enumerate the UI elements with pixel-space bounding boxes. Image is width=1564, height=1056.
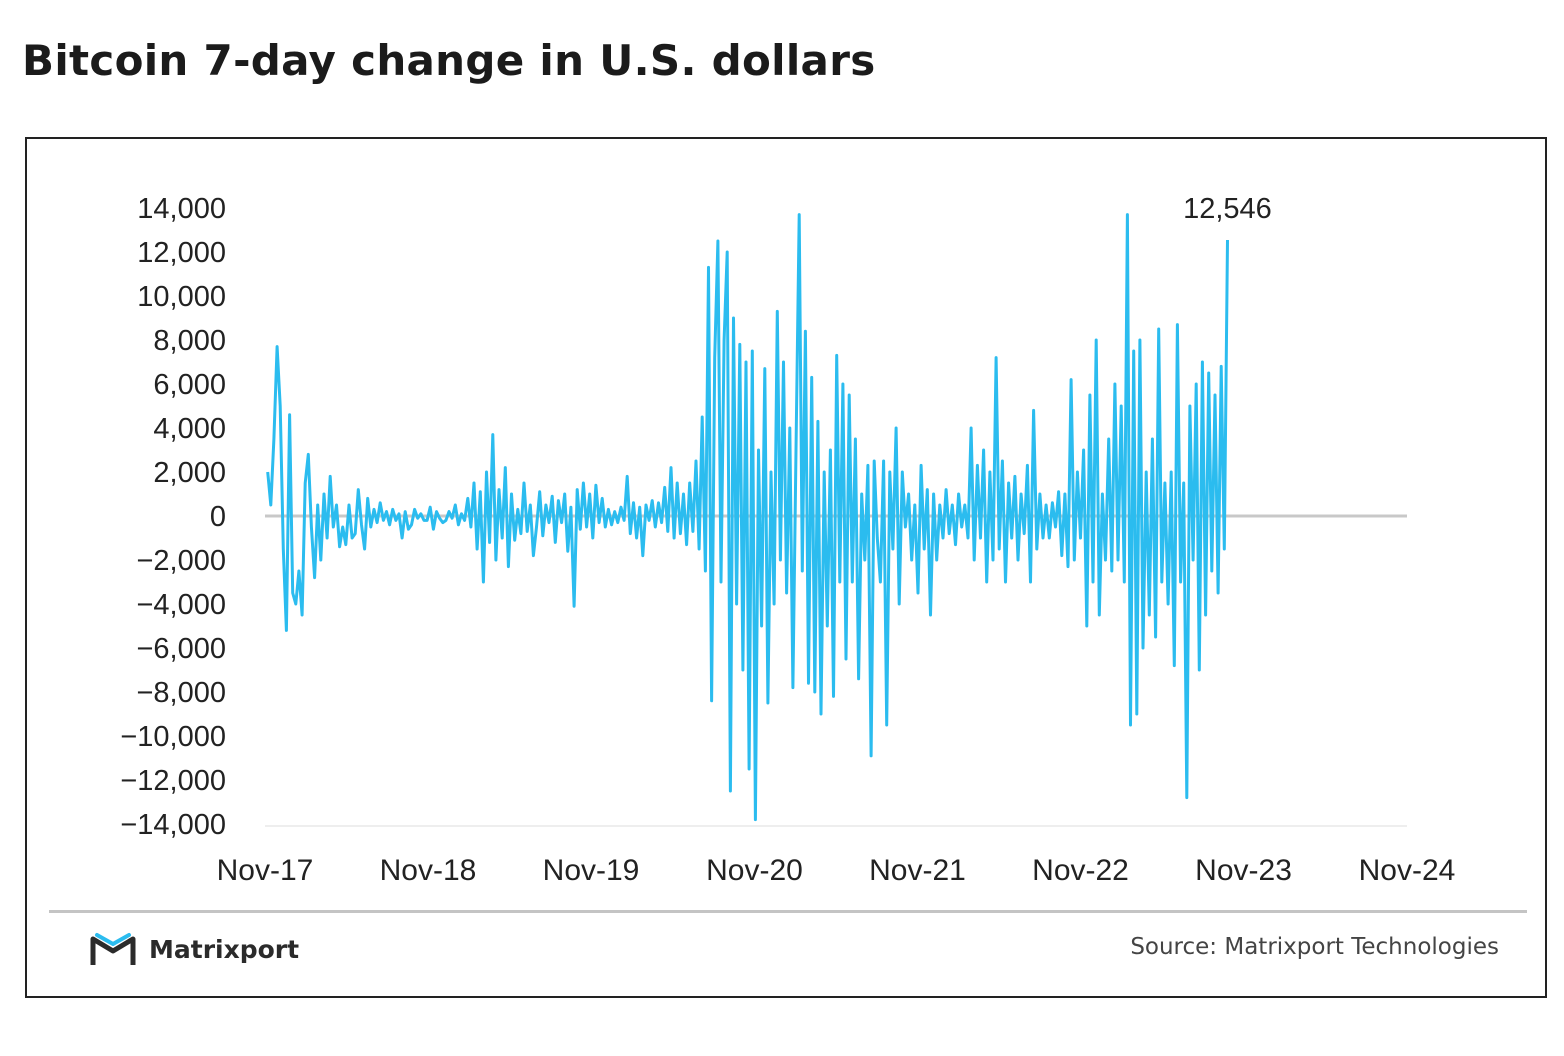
y-tick-label: −4,000 — [136, 589, 226, 621]
brand-name: Matrixport — [149, 934, 300, 964]
x-axis: Nov-17 Nov-18 Nov-19 Nov-20 Nov-21 Nov-22 Nov-… — [217, 854, 1456, 887]
y-tick-label: 4,000 — [153, 413, 226, 445]
page-title: Bitcoin 7-day change in U.S. dollars — [22, 36, 876, 85]
x-tick-label: Nov-23 — [1195, 854, 1292, 887]
y-tick-label: −14,000 — [120, 809, 226, 841]
y-tick-label: 6,000 — [153, 369, 226, 401]
x-tick-label: Nov-22 — [1032, 854, 1129, 887]
y-tick-label: 10,000 — [137, 281, 226, 313]
y-tick-label: −8,000 — [136, 677, 226, 709]
line-chart: 14,000 12,000 10,000 8,000 6,000 4,000 2,000 0 −… — [120, 193, 1456, 887]
source-note: Source: Matrixport Technologies — [1130, 934, 1499, 960]
x-tick-label: Nov-21 — [869, 854, 966, 887]
x-tick-label: Nov-17 — [217, 854, 314, 887]
y-axis: 14,000 12,000 10,000 8,000 6,000 4,000 2,000 0 −… — [120, 193, 226, 841]
y-tick-label: −10,000 — [120, 721, 226, 753]
y-tick-label: −12,000 — [120, 765, 226, 797]
y-tick-label: −2,000 — [136, 545, 226, 577]
y-tick-label: 8,000 — [153, 325, 226, 357]
x-tick-label: Nov-18 — [380, 854, 477, 887]
footer-divider — [49, 910, 1527, 913]
y-tick-label: 0 — [210, 501, 226, 533]
y-tick-label: 2,000 — [153, 457, 226, 489]
matrixport-logo-icon — [90, 933, 136, 965]
series-line-7day-change — [266, 213, 1229, 822]
y-tick-label: 12,000 — [137, 237, 226, 269]
y-tick-label: 14,000 — [137, 193, 226, 225]
chart-card: 14,000 12,000 10,000 8,000 6,000 4,000 2,000 0 −… — [25, 137, 1547, 998]
x-tick-label: Nov-24 — [1359, 854, 1456, 887]
y-tick-label: −6,000 — [136, 633, 226, 665]
last-value-annotation: 12,546 — [1183, 193, 1272, 225]
x-tick-label: Nov-20 — [706, 854, 803, 887]
brand: Matrixport — [89, 929, 299, 969]
x-tick-label: Nov-19 — [543, 854, 640, 887]
